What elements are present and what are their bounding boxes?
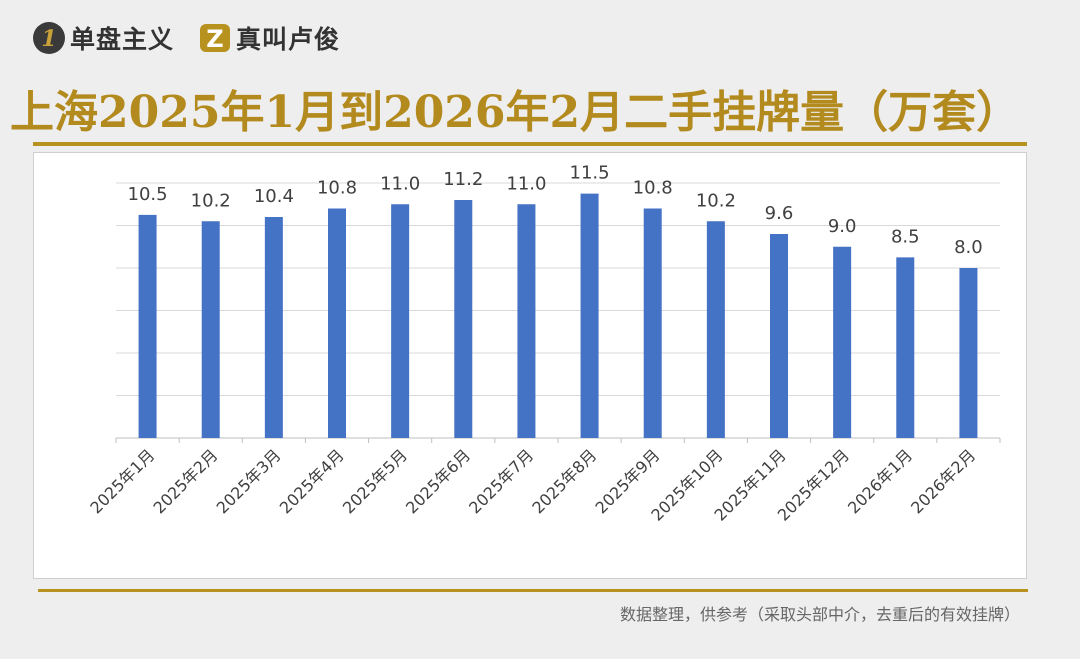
x-tick-label: 2025年2月 <box>149 445 221 517</box>
bar <box>580 193 599 438</box>
data-label: 9.6 <box>765 203 794 224</box>
data-label: 11.0 <box>380 173 420 194</box>
bar <box>328 208 346 438</box>
bar <box>706 221 725 438</box>
x-tick-label: 2025年3月 <box>213 445 285 517</box>
bar <box>391 204 410 438</box>
brand-danpanzhuyi: 1 单盘主义 <box>32 18 174 58</box>
data-label: 8.0 <box>954 237 983 258</box>
bar <box>770 234 788 438</box>
bar <box>138 214 157 438</box>
data-label: 10.2 <box>191 190 231 211</box>
x-tick-label: 2026年1月 <box>844 445 916 517</box>
footer-divider <box>38 589 1028 592</box>
bar <box>201 221 220 438</box>
footnote: 数据整理，供参考（采取头部中介，去重后的有效挂牌） <box>619 605 1020 624</box>
chart-title: 上海2025年1月到2026年2月二手挂牌量（万套） <box>10 87 1021 138</box>
brand-glyph: Z <box>206 25 223 53</box>
data-label: 11.2 <box>443 169 483 190</box>
data-label: 10.4 <box>254 186 294 207</box>
brand-zhenjiaolujun: Z 真叫卢俊 <box>198 18 340 58</box>
x-tick-label: 2025年8月 <box>528 445 600 517</box>
bar <box>896 257 915 438</box>
z-logo-icon: Z <box>200 24 230 53</box>
bar <box>454 200 473 438</box>
x-tick-label: 2025年4月 <box>276 445 348 517</box>
bar <box>643 208 662 438</box>
data-label: 10.8 <box>633 178 673 199</box>
data-label: 10.5 <box>128 184 168 205</box>
x-tick-label: 2025年7月 <box>465 445 537 517</box>
bar <box>833 246 852 438</box>
title-divider <box>33 142 1027 146</box>
bar <box>517 204 536 438</box>
x-tick-label: 2025年6月 <box>402 445 474 517</box>
chart-frame: 10.5 2025年1月 10.2 2025年2月 10.4 2025年3月 10.8 202… <box>33 152 1027 579</box>
bar-chart: 10.5 2025年1月 10.2 2025年2月 10.4 2025年3月 10.8 202… <box>86 163 1001 525</box>
x-tick-label: 2026年2月 <box>907 445 979 517</box>
bar <box>264 217 283 438</box>
x-tick-label: 2025年1月 <box>86 445 158 517</box>
bar <box>959 268 978 438</box>
x-tick-label: 2025年5月 <box>339 445 411 517</box>
brand-name: 真叫卢俊 <box>236 25 341 54</box>
circle-one-icon: 1 <box>33 22 65 54</box>
data-label: 10.8 <box>317 178 357 199</box>
brand-name: 单盘主义 <box>70 25 175 54</box>
data-label: 11.5 <box>570 163 610 184</box>
data-label: 10.2 <box>696 190 736 211</box>
brand-glyph: 1 <box>41 26 56 52</box>
data-label: 8.5 <box>891 226 920 247</box>
data-label: 9.0 <box>828 216 857 237</box>
data-label: 11.0 <box>506 173 546 194</box>
